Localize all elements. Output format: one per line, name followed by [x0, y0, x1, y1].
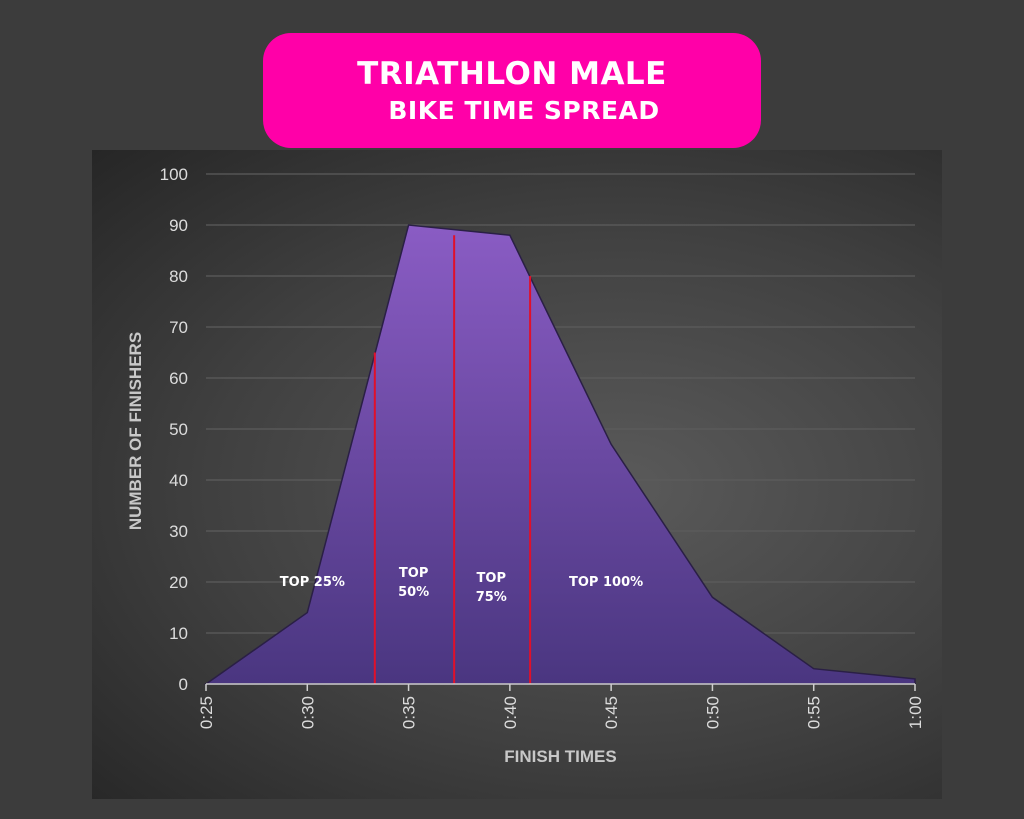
- x-tick-label: 0:25: [197, 696, 216, 729]
- y-axis-ticks: 0 10 20 30 40 50 60 70 80 90 100: [160, 165, 188, 694]
- y-tick-label: 60: [169, 369, 188, 388]
- y-tick-label: 90: [169, 216, 188, 235]
- plot-area: [203, 224, 916, 685]
- x-axis-ticks: 0:25 0:30 0:35 0:40 0:45 0:50 0:55 1:00: [197, 683, 925, 729]
- chart-subtitle: BIKE TIME SPREAD: [388, 95, 660, 125]
- y-tick-label: 40: [169, 471, 188, 490]
- percentile-label: TOP 75%: [476, 571, 507, 605]
- percentile-dividers: [373, 235, 532, 684]
- y-tick-label: 30: [169, 522, 188, 541]
- area-chart: TOP 25% TOP 50% TOP 75% TOP 100% 0 10 20 30 40 50 6…: [126, 165, 925, 766]
- percentile-label: TOP 100%: [569, 575, 643, 590]
- percentile-label: TOP 50%: [398, 566, 429, 600]
- chart-panel: TOP 25% TOP 50% TOP 75% TOP 100% 0 10 20 30 40 50 6…: [92, 150, 942, 799]
- y-tick-label: 0: [179, 675, 188, 694]
- percentile-label: TOP 25%: [280, 575, 345, 590]
- y-tick-label: 100: [160, 165, 188, 184]
- x-tick-label: 0:45: [602, 696, 621, 729]
- y-tick-label: 70: [169, 318, 188, 337]
- x-axis-title: FINISH TIMES: [504, 747, 616, 766]
- y-tick-label: 20: [169, 573, 188, 592]
- series-area: [203, 224, 916, 685]
- x-tick-label: 0:30: [298, 696, 317, 729]
- y-tick-label: 10: [169, 624, 188, 643]
- percentile-labels: TOP 25% TOP 50% TOP 75% TOP 100%: [280, 566, 643, 605]
- y-tick-label: 50: [169, 420, 188, 439]
- x-tick-label: 0:50: [703, 696, 722, 729]
- y-axis-title: NUMBER OF FINISHERS: [126, 332, 145, 530]
- x-tick-label: 1:00: [906, 696, 925, 729]
- x-tick-label: 0:55: [805, 696, 824, 729]
- x-tick-label: 0:35: [400, 696, 419, 729]
- chart-title: TRIATHLON MALE: [357, 55, 667, 92]
- x-tick-label: 0:40: [501, 696, 520, 729]
- chart-title-banner: TRIATHLON MALE BIKE TIME SPREAD: [263, 33, 761, 148]
- y-tick-label: 80: [169, 267, 188, 286]
